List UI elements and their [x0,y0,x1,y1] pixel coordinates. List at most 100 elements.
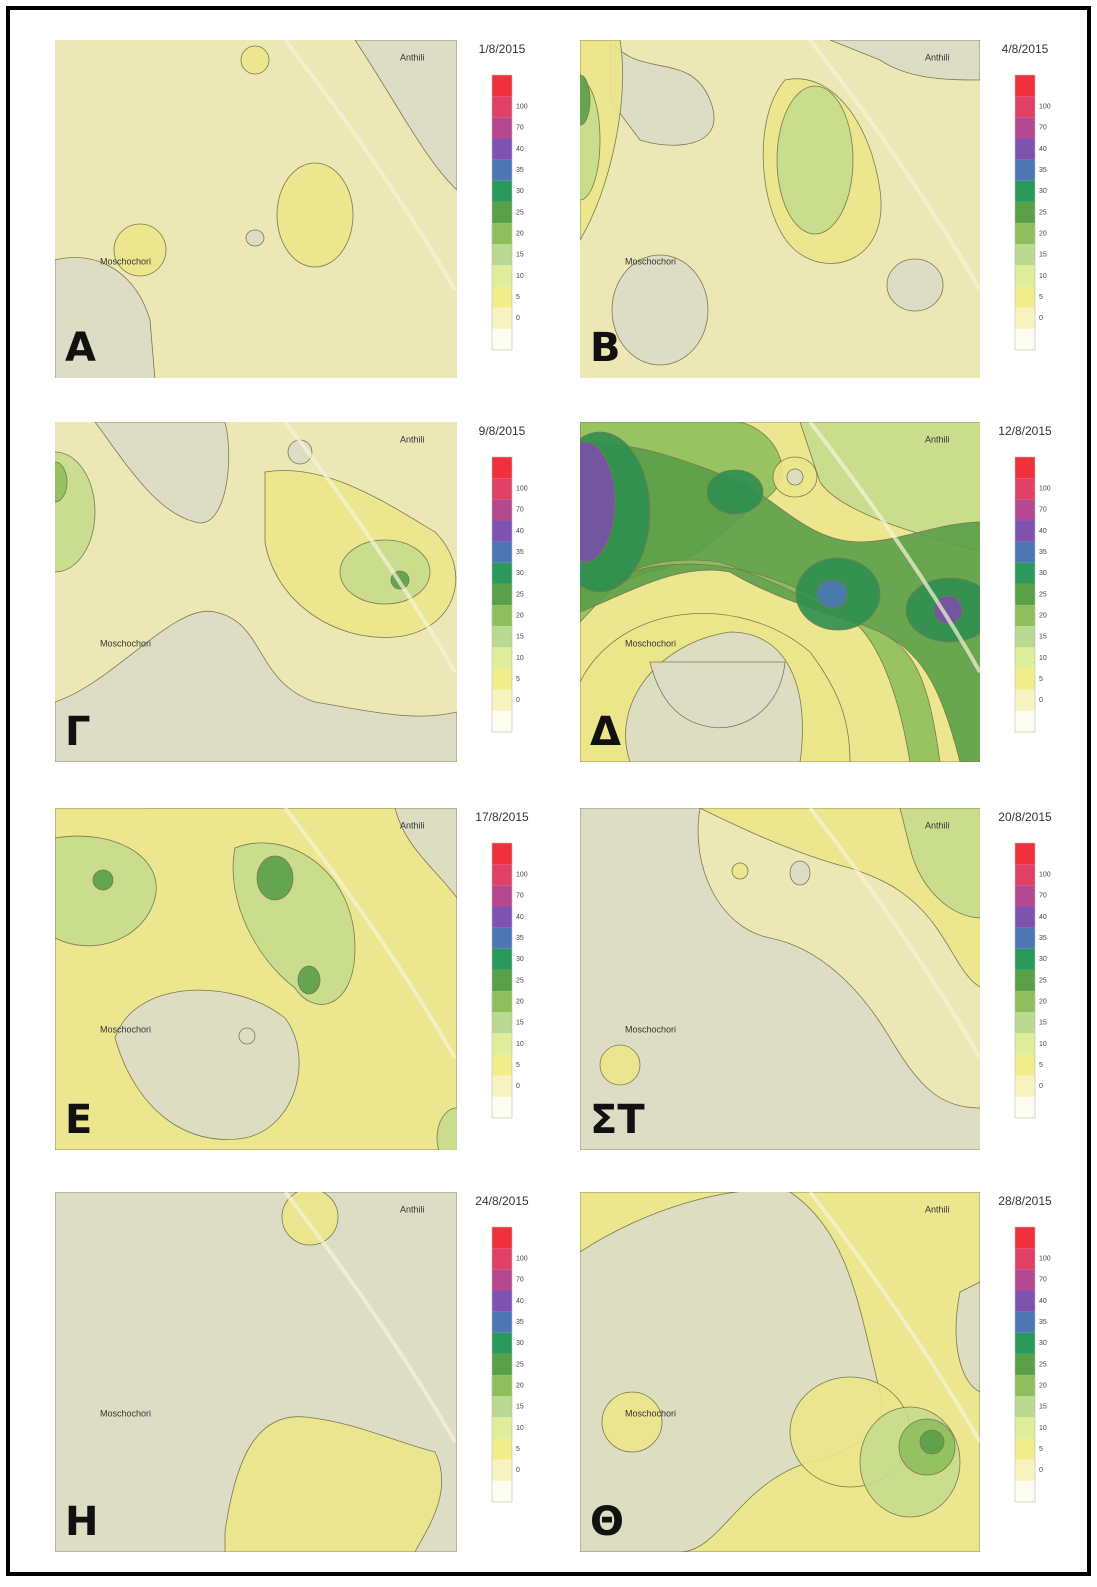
place-name: Moschochori [625,1024,676,1034]
legend-swatch [1015,885,1035,906]
legend-swatch [1015,1396,1035,1417]
legend-swatch [492,308,512,329]
legend-swatch [492,1012,512,1033]
legend-label: 10 [516,1425,524,1432]
legend-swatch [1015,329,1035,350]
place-name: Anthili [925,434,950,444]
legend-label: 5 [516,676,520,683]
legend-swatch [492,669,512,690]
legend-label: 15 [516,1404,524,1411]
legend-label: 40 [516,914,524,921]
legend-label: 20 [516,1382,524,1389]
date: 20/8/2015 [998,810,1052,824]
legend-swatch [1015,928,1035,949]
legend-swatch [492,1227,512,1248]
legend-swatch [1015,949,1035,970]
legend-label: 5 [1039,1446,1043,1453]
legend-swatch [1015,287,1035,308]
legend-label: 10 [1039,1041,1047,1048]
legend-swatch [1015,626,1035,647]
map-panel: AnthiliMoschochoriΒ4/8/20151007040353025… [560,40,1051,378]
legend-swatch [492,605,512,626]
legend-label: 30 [516,956,524,963]
legend-swatch [492,885,512,906]
legend-swatch [1015,843,1035,864]
contour-zone [600,1045,640,1085]
legend-swatch [1015,864,1035,885]
legend-swatch [492,1097,512,1118]
legend-label: 70 [516,1277,524,1284]
legend-label: 10 [516,1041,524,1048]
date: 28/8/2015 [998,1194,1052,1208]
legend-label: 70 [1039,125,1047,132]
place-name: Anthili [400,820,425,830]
legend-label: 35 [516,935,524,942]
contour-zone [93,870,113,890]
legend-label: 0 [1039,1467,1043,1474]
legend-label: 25 [1039,209,1047,216]
place-name: Moschochori [625,1408,676,1418]
legend-label: 15 [1039,1404,1047,1411]
legend-swatch [1015,1290,1035,1311]
legend-swatch [492,160,512,181]
panel-label: Β [590,325,621,371]
legend-label: 100 [516,872,528,879]
legend-label: 5 [516,1062,520,1069]
contour-zone [114,224,166,276]
legend-swatch [1015,1227,1035,1248]
legend-label: 40 [1039,1298,1047,1305]
date: 9/8/2015 [479,424,526,438]
legend-swatch [1015,542,1035,563]
place-name: Anthili [925,820,950,830]
legend-swatch [492,1439,512,1460]
legend-swatch [492,647,512,668]
legend-label: 100 [516,486,528,493]
legend-swatch [1015,160,1035,181]
legend-label: 70 [1039,507,1047,514]
legend-swatch [492,181,512,202]
legend-swatch [1015,1460,1035,1481]
map [55,808,477,1168]
legend-swatch [1015,991,1035,1012]
map [55,40,457,380]
panel-label: Θ [590,1499,624,1545]
legend-swatch [1015,308,1035,329]
legend-swatch [492,711,512,732]
panel-label: Η [65,1499,98,1545]
panel-label: Α [65,325,96,371]
legend-label: 40 [1039,914,1047,921]
legend-label: 70 [1039,1277,1047,1284]
legend-swatch [1015,711,1035,732]
contour-zone [920,1430,944,1454]
legend-swatch [1015,563,1035,584]
legend-swatch [1015,265,1035,286]
legend-label: 25 [516,1361,524,1368]
legend-label: 100 [516,1256,528,1263]
legend-label: 40 [516,146,524,153]
legend-swatch [1015,584,1035,605]
contour-zone [257,856,293,900]
legend-label: 25 [1039,1361,1047,1368]
legend-label: 100 [516,104,528,111]
legend-label: 5 [1039,294,1043,301]
legend-label: 0 [516,697,520,704]
contour-zone [602,1392,662,1452]
legend-swatch [492,520,512,541]
legend-swatch [492,478,512,499]
legend-swatch [1015,138,1035,159]
legend-swatch [1015,970,1035,991]
legend-label: 10 [1039,273,1047,280]
legend-label: 30 [516,188,524,195]
panel-label: ΣΤ [590,1097,645,1143]
legend-swatch [492,457,512,478]
contour-zone [787,469,803,485]
legend-label: 10 [516,273,524,280]
legend-swatch [492,1312,512,1333]
legend-swatch [492,626,512,647]
legend-swatch [492,96,512,117]
legend-swatch [492,223,512,244]
legend-swatch [492,75,512,96]
date: 24/8/2015 [475,1194,529,1208]
legend-label: 0 [1039,315,1043,322]
map [560,40,980,378]
